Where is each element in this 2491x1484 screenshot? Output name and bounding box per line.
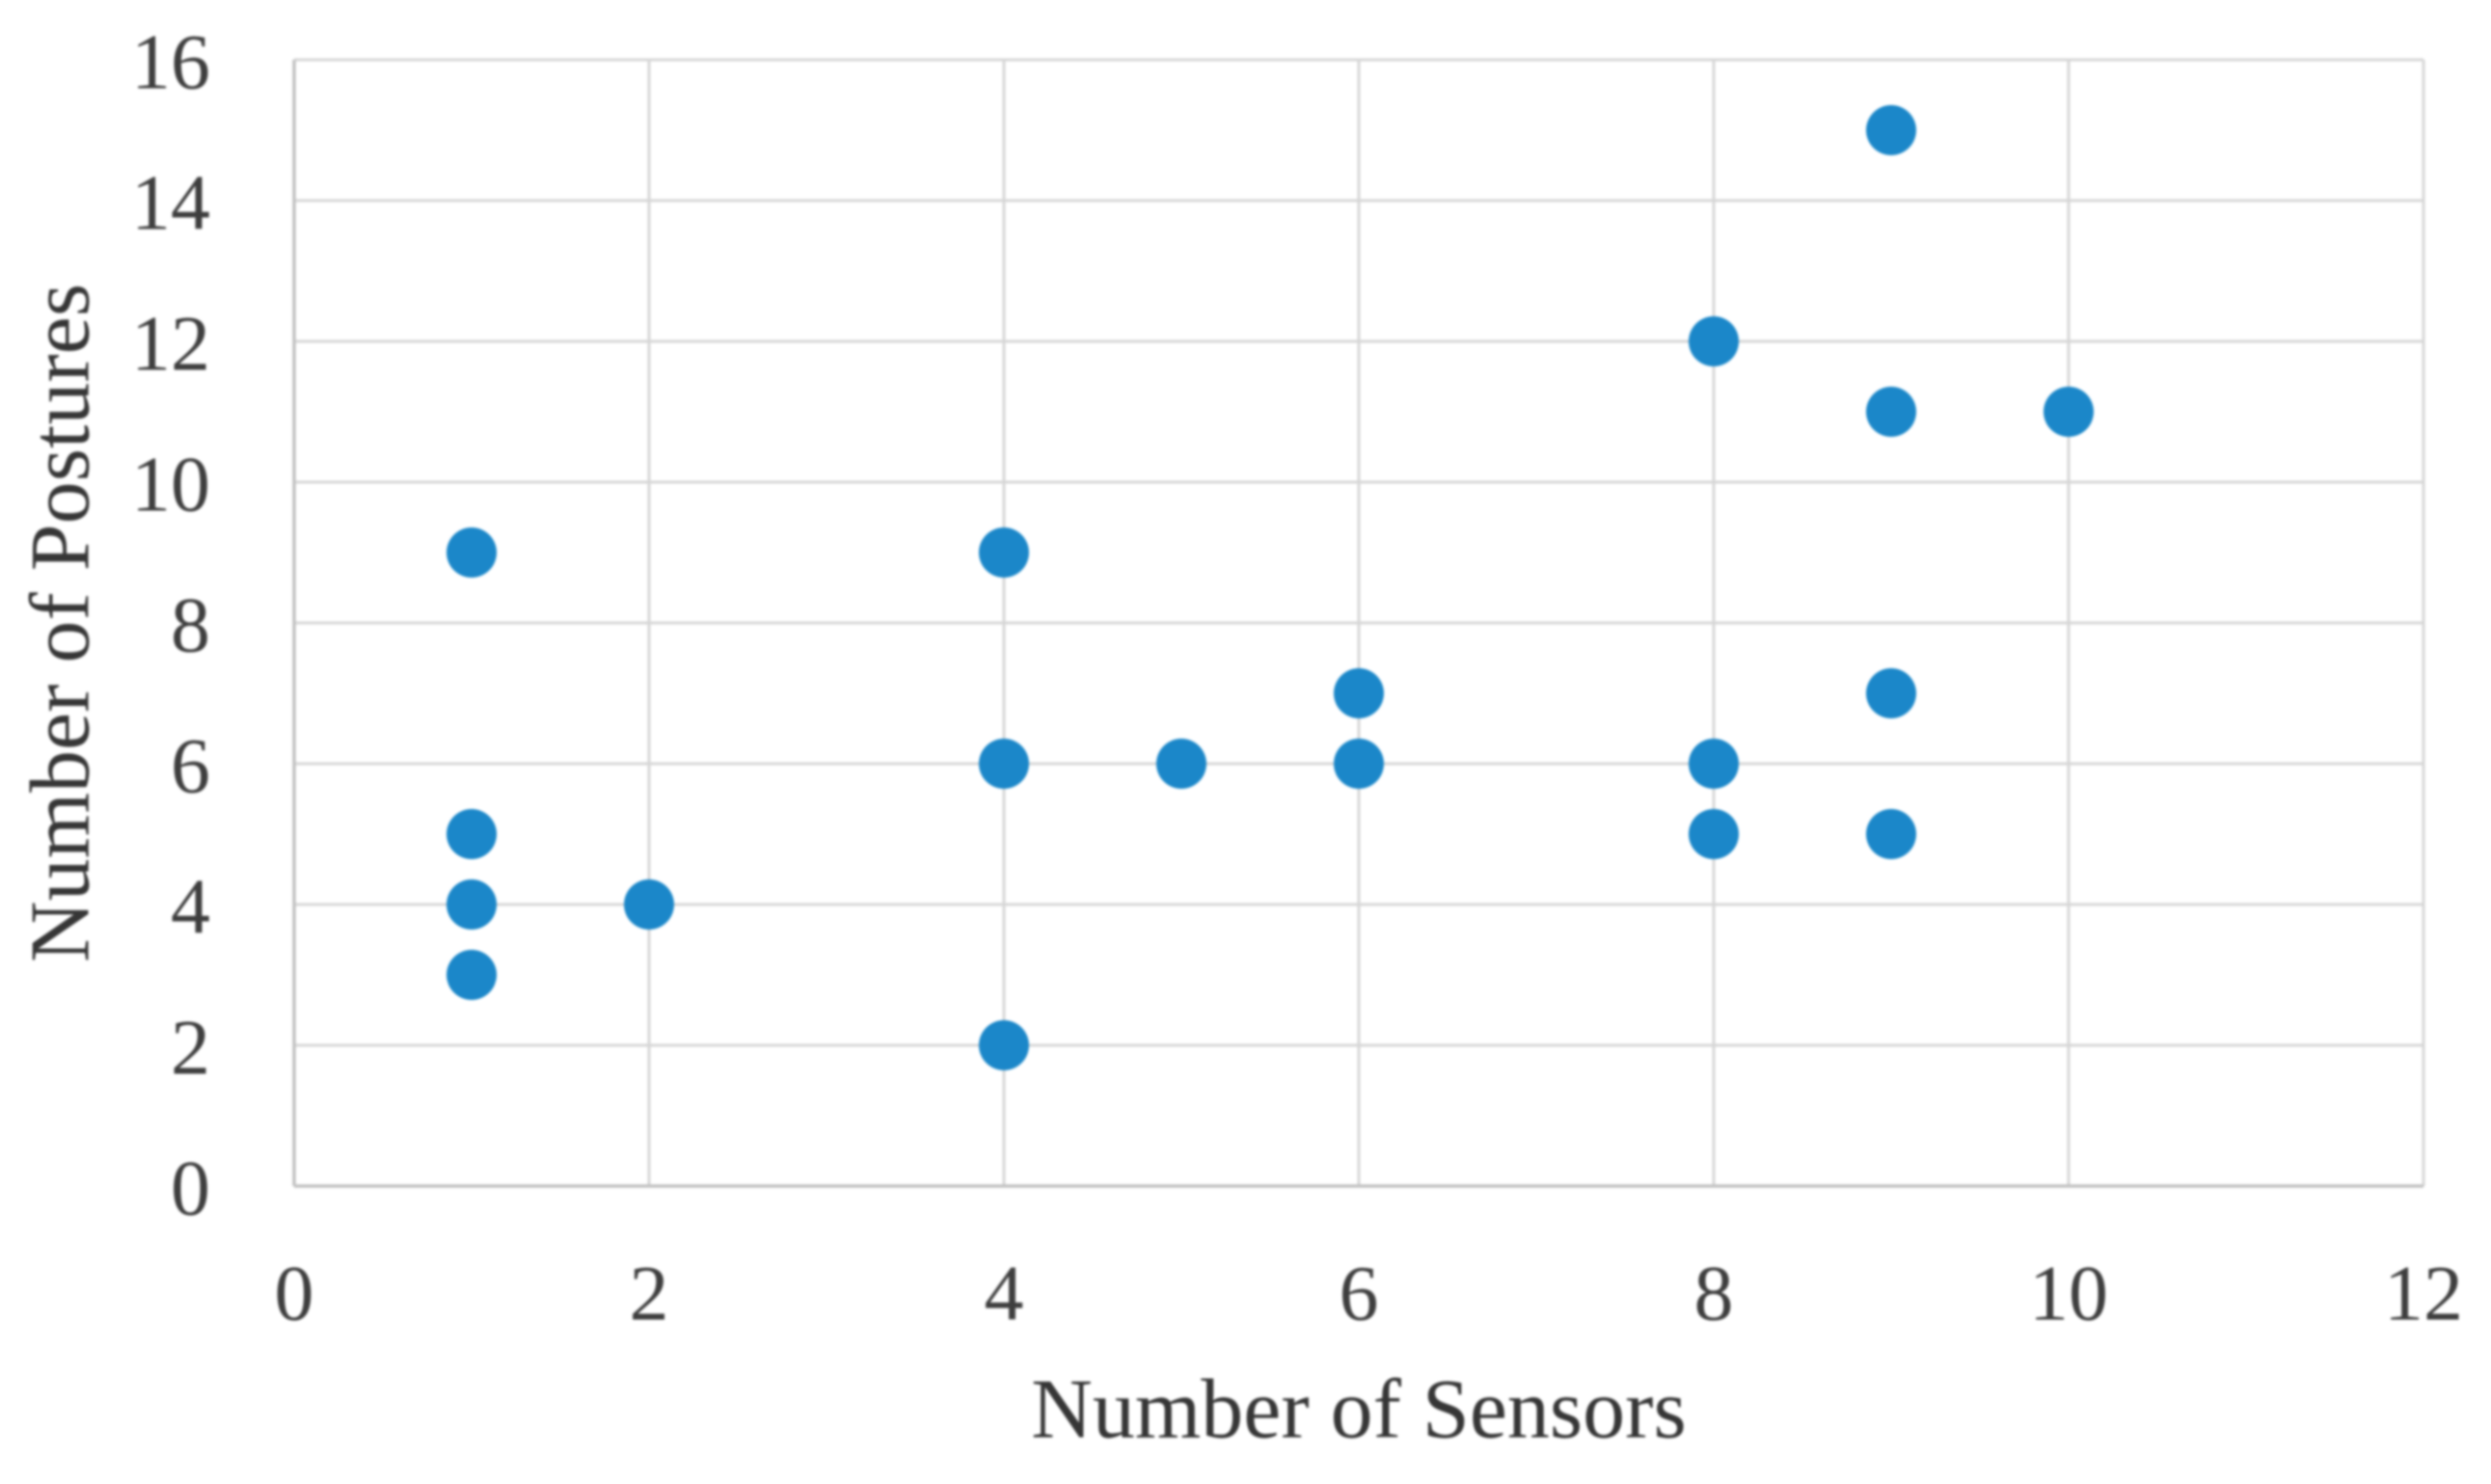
x-tick-label: 12 [2384,1250,2463,1337]
x-tick-label: 10 [2029,1250,2108,1337]
x-tick-label: 4 [985,1250,1024,1337]
y-tick-label: 4 [171,863,210,951]
data-point [447,527,497,578]
axis-lines [292,60,2423,1188]
y-tick-label: 12 [131,300,210,388]
y-tick-label: 14 [131,159,210,247]
data-point [1866,809,1916,859]
y-tick-label: 16 [131,18,210,106]
y-tick-label: 2 [171,1004,210,1092]
y-tick-label: 10 [131,441,210,528]
x-tick-label: 0 [275,1250,314,1337]
data-point [1866,668,1916,718]
data-points [447,105,2094,1070]
data-point [624,879,674,930]
data-point [1156,739,1206,789]
x-axis-tick-labels: 0 2 4 6 8 10 12 [275,1250,2464,1337]
y-axis-title: Number of Postures [14,283,108,962]
x-tick-label: 2 [630,1250,669,1337]
data-point [447,879,497,930]
data-point [1866,105,1916,155]
data-point [447,809,497,859]
y-tick-label: 0 [171,1145,210,1232]
data-point [447,950,497,1000]
data-point [979,527,1029,578]
x-axis-title: Number of Sensors [1031,1363,1686,1457]
x-tick-label: 8 [1694,1250,1734,1337]
x-tick-label: 6 [1340,1250,1379,1337]
data-point [2044,387,2094,437]
data-point [1689,739,1739,789]
data-point [1689,809,1739,859]
data-point [979,739,1029,789]
data-point [1689,316,1739,366]
gridlines [292,58,2425,1188]
data-point [1334,739,1384,789]
data-point [1334,668,1384,718]
data-point [1866,387,1916,437]
y-tick-label: 8 [171,581,210,669]
y-axis-tick-labels: 0 2 4 6 8 10 12 14 16 [131,18,210,1232]
data-point [979,1020,1029,1070]
y-tick-label: 6 [171,722,210,810]
